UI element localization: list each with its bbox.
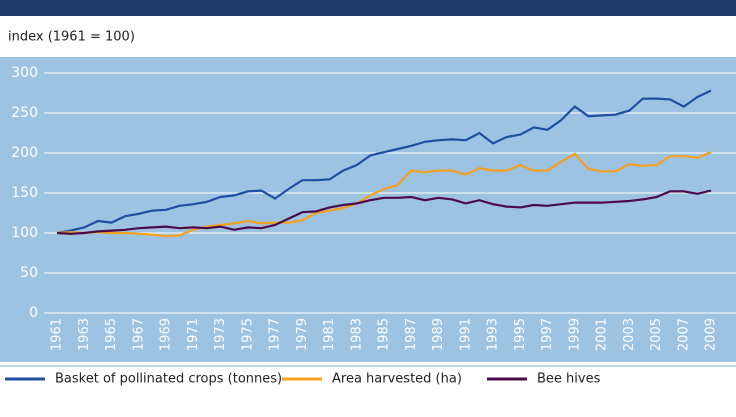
x-tick-label: 1993 [486,318,501,351]
x-tick-label: 1991 [458,318,473,351]
series-line [56,89,712,235]
x-tick-label: 2007 [676,318,691,351]
x-tick-label: 2009 [704,318,719,351]
x-tick-label: 1981 [322,318,337,351]
x-tick-label: 2001 [595,318,610,351]
legend-label: Bee hives [537,372,601,387]
y-tick-label: 150 [11,185,38,201]
x-tick-label: 1997 [540,318,555,351]
x-tick-label: 1987 [404,318,419,351]
y-tick-label: 100 [11,225,38,241]
header-bar [0,0,736,16]
x-tick-label: 1967 [131,318,146,351]
x-tick-label: 1973 [213,318,228,351]
y-tick-label: 250 [11,105,38,121]
series-line [56,189,712,235]
plot-background [0,57,736,362]
y-tick-label: 200 [11,145,38,161]
x-tick-label: 1989 [431,318,446,351]
legend-label: Basket of pollinated crops (tonnes) [55,372,282,387]
series-line [56,151,712,238]
x-tick-label: 1963 [77,318,92,351]
y-tick-label: 300 [11,65,38,81]
x-tick-label: 1979 [295,318,310,351]
legend-label: Area harvested (ha) [332,372,462,387]
x-tick-label: 1977 [268,318,283,351]
x-tick-label: 1965 [104,318,119,351]
x-tick-label: 1969 [159,318,174,351]
x-tick-label: 2005 [649,318,664,351]
x-tick-label: 1985 [377,318,392,351]
x-tick-label: 1971 [186,318,201,351]
x-tick-label: 1983 [349,318,364,351]
x-tick-label: 1995 [513,318,528,351]
y-tick-label: 0 [29,305,38,321]
x-tick-label: 2003 [622,318,637,351]
y-axis-label: index (1961 = 100) [8,30,135,45]
y-tick-label: 50 [20,265,38,281]
x-tick-label: 1999 [567,318,582,351]
x-tick-label: 1961 [50,318,65,351]
x-tick-label: 1975 [240,318,255,351]
